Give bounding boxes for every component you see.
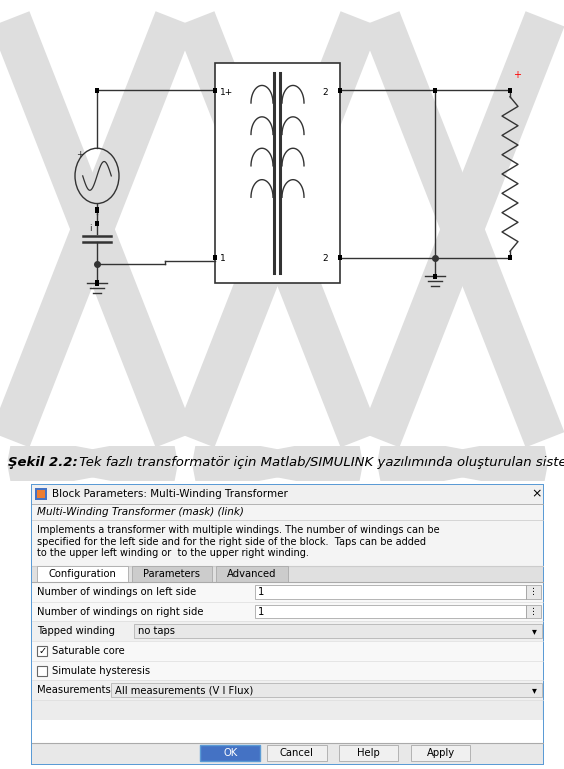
Bar (95, 207, 99, 213)
Bar (508, 88, 512, 93)
Bar (32, 485, 543, 504)
Text: 2: 2 (322, 255, 328, 263)
Text: ×: × (531, 488, 541, 501)
Text: Help: Help (358, 748, 380, 758)
Bar (32, 521, 543, 566)
Bar (32, 720, 543, 744)
Text: 1: 1 (258, 587, 265, 597)
Text: 1: 1 (220, 255, 226, 263)
Bar (32, 505, 543, 520)
Text: Simulate hysteresis: Simulate hysteresis (51, 666, 149, 676)
Bar (411, 745, 470, 761)
Bar (508, 255, 512, 261)
Bar (338, 255, 342, 261)
Text: Number of windings on left side: Number of windings on left side (37, 587, 196, 597)
Bar (32, 744, 543, 764)
Bar (32, 621, 543, 641)
Text: Measurements: Measurements (37, 685, 111, 695)
Bar (37, 666, 47, 675)
Bar (37, 491, 45, 498)
Bar (32, 582, 543, 601)
Bar (37, 566, 127, 582)
Text: Tek fazlı transformatör için Matlab/SIMULINK yazılımında oluşturulan sister: Tek fazlı transformatör için Matlab/SIMU… (75, 456, 564, 469)
Text: Number of windings on right side: Number of windings on right side (37, 607, 204, 617)
Text: no taps: no taps (138, 626, 175, 636)
Text: All measurements (V I Flux): All measurements (V I Flux) (115, 685, 253, 695)
Bar (267, 745, 327, 761)
Text: ⋮: ⋮ (529, 588, 538, 596)
Text: ✓: ✓ (38, 646, 46, 656)
Bar (32, 641, 543, 661)
Text: i: i (89, 225, 91, 233)
Bar (95, 280, 99, 285)
Text: ▾: ▾ (531, 626, 536, 636)
Text: +: + (513, 70, 521, 80)
Text: Block Parameters: Multi-Winding Transformer: Block Parameters: Multi-Winding Transfor… (51, 489, 288, 499)
Text: Multi-Winding Transformer (mask) (link): Multi-Winding Transformer (mask) (link) (37, 507, 244, 517)
Bar (216, 566, 288, 582)
Text: Implements a transformer with multiple windings. The number of windings can be: Implements a transformer with multiple w… (37, 524, 440, 534)
Text: ▾: ▾ (531, 685, 536, 695)
Text: Parameters: Parameters (143, 569, 200, 579)
Bar (255, 585, 526, 599)
Bar (433, 274, 437, 279)
Bar (32, 601, 543, 621)
Text: to the upper left winding or  to the upper right winding.: to the upper left winding or to the uppe… (37, 548, 309, 558)
Text: ⋮: ⋮ (529, 607, 538, 616)
Bar (32, 681, 543, 700)
Text: Configuration: Configuration (49, 569, 116, 579)
Bar (32, 566, 543, 582)
Text: 1+: 1+ (220, 88, 233, 98)
Text: Şekil 2.2:: Şekil 2.2: (8, 456, 78, 469)
Text: 2: 2 (322, 88, 328, 98)
Bar (37, 646, 47, 656)
Bar (338, 88, 342, 93)
Bar (526, 585, 541, 599)
Text: Cancel: Cancel (280, 748, 314, 758)
Text: 1: 1 (258, 607, 265, 617)
Bar (200, 745, 260, 761)
Text: Saturable core: Saturable core (51, 646, 124, 656)
Bar (131, 566, 212, 582)
Bar (32, 661, 543, 681)
Bar (526, 604, 541, 618)
Bar (111, 684, 542, 697)
Text: +: + (76, 150, 83, 159)
Bar (213, 88, 217, 93)
Text: Apply: Apply (426, 748, 455, 758)
Bar (213, 255, 217, 261)
Text: Advanced: Advanced (227, 569, 276, 579)
Bar (339, 745, 399, 761)
Text: specified for the left side and for the right side of the block.  Taps can be ad: specified for the left side and for the … (37, 537, 426, 547)
Bar (95, 88, 99, 93)
Bar (35, 488, 47, 500)
Bar (215, 63, 340, 283)
Text: Tapped winding: Tapped winding (37, 626, 115, 636)
Bar (255, 604, 526, 618)
Bar (433, 88, 437, 93)
Text: OK: OK (223, 748, 237, 758)
Bar (95, 221, 99, 226)
Bar (134, 624, 542, 638)
